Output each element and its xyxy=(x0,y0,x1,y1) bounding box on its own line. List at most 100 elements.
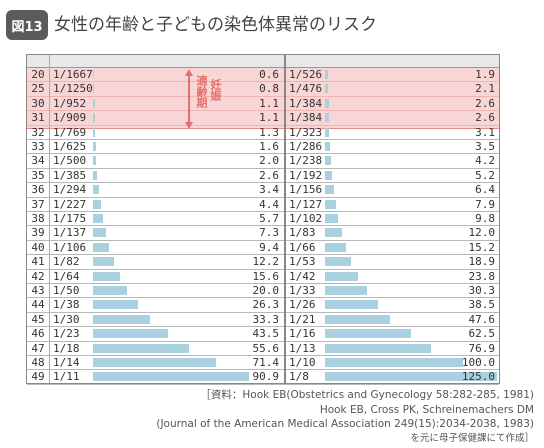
figure-title: 女性の年齢と子どもの染色体異常のリスク xyxy=(54,15,377,35)
table-row: 41 1/82 12.2 1/53 18.9 xyxy=(27,255,499,270)
cell-value-2: 15.2 xyxy=(468,240,496,254)
cell-value-1: 2.6 xyxy=(259,168,279,182)
cell-value-2: 100.0 xyxy=(461,356,495,369)
table-row: 47 1/18 55.6 1/13 76.9 xyxy=(27,342,499,356)
cell-ratio-1: 1/769 xyxy=(53,125,87,139)
cell-value-1: 2.0 xyxy=(259,154,279,168)
highlight-band xyxy=(27,68,499,129)
table-row: 42 1/64 15.6 1/42 23.8 xyxy=(27,270,499,284)
table-row: 39 1/137 7.3 1/83 12.0 xyxy=(27,226,499,241)
cell-ratio-2: 1/8 xyxy=(289,370,309,384)
cell-ratio-2: 1/33 xyxy=(289,284,316,297)
risk-bar-2 xyxy=(325,358,463,367)
risk-bar-2 xyxy=(325,142,330,151)
risk-bar-2 xyxy=(325,314,391,324)
source-line-1: ［資料：Hook EB(Obstetrics and Gynecology 58… xyxy=(200,389,534,401)
cell-value-2: 23.8 xyxy=(468,269,496,283)
cell-ratio-2: 1/238 xyxy=(289,154,323,168)
risk-bar-2 xyxy=(325,113,329,123)
cell-age: 20 xyxy=(31,68,45,81)
table-header-band xyxy=(27,55,499,68)
cell-value-1: 33.3 xyxy=(252,312,280,326)
cell-value-1: 5.7 xyxy=(259,212,279,225)
cell-value-2: 3.5 xyxy=(475,140,495,153)
cell-ratio-1: 1/500 xyxy=(53,154,87,168)
cell-ratio-2: 1/10 xyxy=(289,356,316,369)
cell-value-2: 30.3 xyxy=(468,284,496,297)
table-row: 25 1/1250 0.8 1/476 2.1 xyxy=(27,82,499,97)
cell-ratio-2: 1/384 xyxy=(289,96,323,110)
cell-value-2: 12.0 xyxy=(468,226,496,240)
risk-bar-1 xyxy=(93,156,97,166)
cell-age: 35 xyxy=(31,168,45,182)
cell-age: 48 xyxy=(31,356,45,369)
source-line-3: (Journal of the American Medical Associa… xyxy=(156,418,534,430)
risk-bar-1 xyxy=(93,271,120,281)
cell-age: 34 xyxy=(31,154,45,168)
risk-bar-1 xyxy=(93,314,151,324)
risk-bar-2 xyxy=(325,300,378,310)
cell-age: 31 xyxy=(31,111,45,125)
risk-bar-2 xyxy=(325,214,339,223)
cell-value-1: 4.4 xyxy=(259,197,279,211)
cell-value-1: 43.5 xyxy=(252,327,280,341)
risk-table: 20 1/1667 0.6 1/526 1.9 25 1/1250 0.8 1/476 2.1 30… xyxy=(26,54,500,385)
cell-value-1: 0.8 xyxy=(259,82,279,96)
table-row: 38 1/175 5.7 1/102 9.8 xyxy=(27,212,499,227)
cell-value-1: 20.0 xyxy=(252,284,280,297)
table-row: 32 1/769 1.3 1/323 3.1 xyxy=(27,126,499,140)
figure-badge: 図13 xyxy=(6,10,48,40)
cell-ratio-2: 1/192 xyxy=(289,168,323,182)
cell-value-1: 90.9 xyxy=(252,370,280,384)
risk-bar-2 xyxy=(325,84,328,94)
cell-ratio-1: 1/82 xyxy=(53,255,80,269)
cell-ratio-2: 1/42 xyxy=(289,269,316,283)
cell-value-2: 2.6 xyxy=(475,111,495,125)
risk-bar-1 xyxy=(93,70,95,79)
cell-ratio-2: 1/83 xyxy=(289,226,316,240)
risk-bar-1 xyxy=(93,343,189,353)
cell-ratio-1: 1/38 xyxy=(53,298,80,312)
cell-age: 36 xyxy=(31,183,45,197)
cell-age: 46 xyxy=(31,327,45,341)
risk-bar-2 xyxy=(325,329,411,339)
cell-value-1: 71.4 xyxy=(252,356,280,369)
table-row: 33 1/625 1.6 1/286 3.5 xyxy=(27,140,499,155)
cell-age: 33 xyxy=(31,140,45,153)
risk-bar-2 xyxy=(325,271,358,281)
cell-ratio-2: 1/156 xyxy=(289,183,323,197)
source-citation: ［資料：Hook EB(Obstetrics and Gynecology 58… xyxy=(156,388,534,446)
cell-value-2: 2.6 xyxy=(475,96,495,110)
cell-ratio-2: 1/53 xyxy=(289,255,316,269)
cell-ratio-2: 1/476 xyxy=(289,82,323,96)
risk-bar-1 xyxy=(93,372,250,382)
cell-value-2: 5.2 xyxy=(475,168,495,182)
cell-age: 40 xyxy=(31,240,45,254)
risk-bar-1 xyxy=(93,228,106,238)
cell-age: 32 xyxy=(31,125,45,139)
source-line-2: Hook EB, Cross PK, Schreinemachers DM xyxy=(319,403,534,416)
cell-ratio-1: 1/30 xyxy=(53,312,80,326)
annotation-label-tekireiki: 適齢期 xyxy=(195,75,208,108)
table-row: 40 1/106 9.4 1/66 15.2 xyxy=(27,240,499,256)
cell-value-2: 7.9 xyxy=(475,197,495,211)
table-row: 35 1/385 2.6 1/192 5.2 xyxy=(27,168,499,184)
table-row: 49 1/11 90.9 1/8 125.0 xyxy=(27,370,499,385)
cell-value-1: 1.3 xyxy=(259,125,279,139)
cell-value-1: 7.3 xyxy=(259,226,279,240)
cell-age: 38 xyxy=(31,212,45,225)
cell-ratio-2: 1/127 xyxy=(289,197,323,211)
risk-bar-2 xyxy=(325,127,330,137)
risk-bar-1 xyxy=(93,84,95,94)
cell-value-1: 26.3 xyxy=(252,298,280,312)
table-row: 44 1/38 26.3 1/26 38.5 xyxy=(27,298,499,313)
column-divider-age xyxy=(49,55,50,383)
cell-ratio-1: 1/227 xyxy=(53,197,87,211)
column-divider-middle xyxy=(284,55,286,383)
cell-value-1: 0.6 xyxy=(259,68,279,81)
cell-age: 43 xyxy=(31,284,45,297)
cell-value-2: 9.8 xyxy=(475,212,495,225)
cell-ratio-1: 1/23 xyxy=(53,327,80,341)
risk-bar-2 xyxy=(325,228,342,238)
arrow-up-icon xyxy=(185,69,193,76)
